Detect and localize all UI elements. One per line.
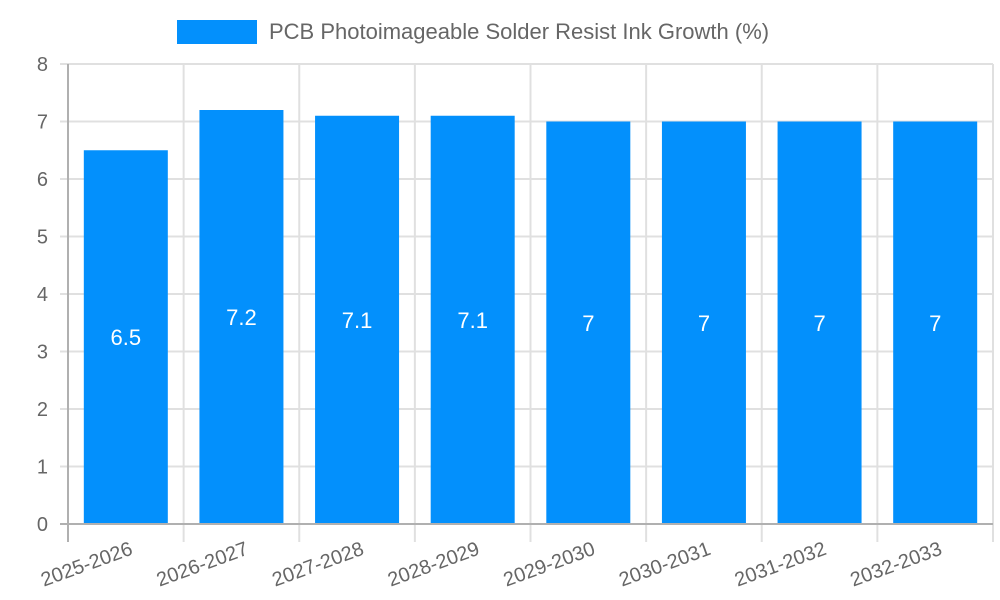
y-tick-label: 2 bbox=[37, 399, 48, 421]
bars: 6.5 7.2 7.1 7.1 7 7 7 7 bbox=[83, 110, 978, 525]
x-tick-label: 2025-2026 bbox=[38, 538, 135, 591]
y-tick-label: 8 bbox=[37, 54, 48, 76]
y-tick-label: 5 bbox=[37, 227, 48, 249]
bar[interactable] bbox=[777, 121, 862, 525]
x-tick-label: 2028-2029 bbox=[385, 538, 482, 591]
data-label: 7 bbox=[582, 311, 594, 336]
x-tick-label: 2031-2032 bbox=[732, 538, 829, 591]
bar[interactable] bbox=[546, 121, 631, 525]
y-tick-label: 7 bbox=[37, 112, 48, 134]
bar[interactable] bbox=[315, 115, 400, 524]
y-tick-label: 1 bbox=[37, 457, 48, 479]
data-label: 7.1 bbox=[457, 308, 488, 333]
bar[interactable] bbox=[83, 150, 168, 524]
y-tick-label: 4 bbox=[37, 284, 48, 306]
x-tick-label: 2029-2030 bbox=[501, 538, 598, 591]
bar[interactable] bbox=[893, 121, 978, 525]
data-label: 7.1 bbox=[342, 308, 373, 333]
data-label: 7.2 bbox=[226, 305, 257, 330]
legend-swatch bbox=[177, 20, 257, 44]
data-label: 6.5 bbox=[111, 325, 142, 350]
legend[interactable]: PCB Photoimageable Solder Resist Ink Gro… bbox=[177, 19, 769, 45]
bar[interactable] bbox=[430, 115, 515, 524]
y-tick-label: 6 bbox=[37, 169, 48, 191]
x-tick-label: 2026-2027 bbox=[154, 538, 251, 591]
y-tick-label: 3 bbox=[37, 342, 48, 364]
data-label: 7 bbox=[813, 311, 825, 336]
data-label: 7 bbox=[929, 311, 941, 336]
x-tick-label: 2032-2033 bbox=[847, 538, 944, 591]
bar[interactable] bbox=[661, 121, 746, 525]
y-tick-label: 0 bbox=[37, 514, 48, 536]
legend-label: PCB Photoimageable Solder Resist Ink Gro… bbox=[269, 19, 770, 44]
x-tick-label: 2030-2031 bbox=[616, 538, 713, 591]
bar[interactable] bbox=[199, 110, 284, 524]
data-label: 7 bbox=[698, 311, 710, 336]
x-tick-label: 2027-2028 bbox=[269, 538, 366, 591]
